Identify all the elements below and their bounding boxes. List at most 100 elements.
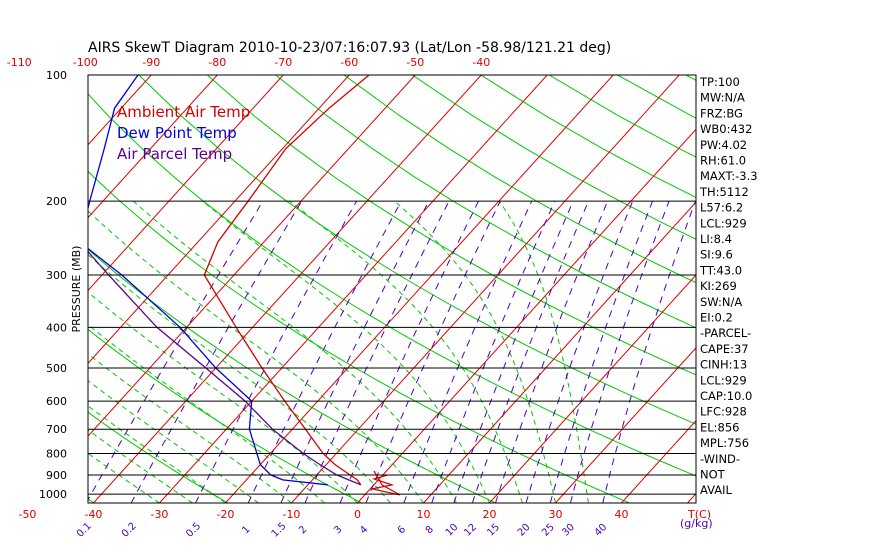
mixing-ratio-line: [130, 200, 303, 503]
bottom-temp-tick-label: -20: [216, 508, 234, 521]
stat-item: PW:4.02: [700, 138, 747, 152]
pressure-tick-label: 200: [46, 195, 67, 208]
top-temp-tick-label: -60: [340, 56, 358, 69]
stat-item: LFC:928: [700, 405, 747, 419]
mixing-ratio-tick-label: 25: [540, 522, 557, 539]
dry-adiabat-line: [275, 75, 696, 329]
isotherm-line: [225, 75, 614, 503]
mixing-ratio-line: [431, 200, 556, 503]
moist-adiabat-line: [88, 291, 358, 503]
stat-item: EL:856: [700, 420, 740, 434]
stat-item: TT:43.0: [699, 263, 742, 277]
mixing-ratio-line: [549, 201, 653, 503]
stat-item: AVAIL: [700, 483, 733, 497]
stat-item: LI:8.4: [700, 232, 732, 246]
isotherm-line: [93, 75, 482, 503]
wind-barb: [371, 470, 401, 496]
pressure-tick-label: 600: [46, 395, 67, 408]
top-temp-tick-label: -50: [406, 56, 424, 69]
top-temp-tick-label: -100: [73, 56, 98, 69]
moist-adiabat-line: [88, 405, 226, 503]
stat-item: RH:61.0: [700, 154, 746, 168]
stat-item: MPL:756: [700, 436, 749, 450]
temp-unit-label: T(C): [687, 508, 711, 521]
moist-adiabat-line: [88, 452, 160, 503]
mixing-ratio-tick-label: 6: [396, 524, 408, 536]
top-temp-tick-label: -110: [7, 56, 32, 69]
mixing-ratio-tick-label: 4: [358, 524, 370, 536]
legend-item-3: Air Parcel Temp: [117, 145, 232, 163]
bottom-temp-tick-label: 10: [416, 508, 430, 521]
chart-title: AIRS SkewT Diagram 2010-10-23/07:16:07.9…: [88, 40, 611, 56]
moist-adiabat-line: [88, 254, 391, 503]
dry-adiabat-line: [88, 248, 496, 503]
stat-item: WB0:432: [700, 122, 752, 136]
legend-item-1: Ambient Air Temp: [117, 103, 250, 121]
pressure-tick-label: 1000: [39, 488, 67, 501]
bottom-temp-tick-label: 0: [354, 508, 361, 521]
mixing-ratio-line: [88, 200, 264, 501]
isotherm-line: [88, 75, 416, 437]
isotherm-line: [621, 419, 696, 503]
stat-item: TH:5112: [699, 185, 749, 199]
top-temp-tick-label: -90: [142, 56, 160, 69]
top-temp-tick-label: -80: [208, 56, 226, 69]
mixing-ratio-tick-label: 1.5: [270, 521, 289, 540]
isotherm-line: [88, 75, 284, 292]
pressure-tick-label: 700: [46, 423, 67, 436]
stat-item: FRZ:BG: [700, 106, 743, 120]
moist-adiabat-line: [88, 353, 292, 503]
isotherm-line: [489, 274, 696, 503]
stat-item: L57:6.2: [700, 201, 743, 215]
stat-item: CAP:10.0: [700, 389, 752, 403]
stat-item: CINH:13: [700, 358, 747, 372]
mixing-ratio-tick-label: 8: [424, 524, 436, 536]
mixing-ratio-tick-label: 40: [593, 522, 610, 539]
mixing-ratio-line: [304, 200, 450, 503]
stat-item: SI:9.6: [700, 248, 733, 262]
stat-item: -WIND-: [700, 452, 740, 466]
legend: Ambient Air Temp Dew Point Temp Air Parcel…: [117, 103, 250, 163]
isotherm-line: [159, 75, 548, 503]
bottom-temp-tick-label: 20: [482, 508, 496, 521]
top-temp-tick-label: -70: [274, 56, 292, 69]
stat-item: TP:100: [699, 75, 740, 89]
legend-item-2: Dew Point Temp: [117, 124, 237, 142]
stat-item: MAXT:-3.3: [700, 169, 758, 183]
stability-stats: TP:100MW:N/AFRZ:BGWB0:432PW:4.02RH:61.0M…: [699, 75, 758, 497]
moist-adiabat-line: [498, 200, 589, 503]
top-temp-tick-label: -40: [472, 56, 490, 69]
mixing-ratio-tick-label: 0.2: [120, 521, 139, 540]
mixing-ratio-line: [602, 201, 696, 503]
mixing-ratio-line: [569, 201, 670, 503]
stat-item: CAPE:37: [700, 342, 749, 356]
stat-item: -PARCEL-: [700, 326, 751, 340]
y-axis-label: PRESSURE (MB): [70, 246, 83, 333]
dry-adiabat-line: [206, 75, 696, 376]
stat-item: SW:N/A: [700, 295, 742, 309]
mixing-ratio-unit-label: (g/kg): [680, 517, 713, 530]
moist-adiabat-line: [202, 200, 490, 503]
moist-adiabat-line: [133, 200, 457, 503]
moist-adiabat-line: [88, 210, 424, 503]
dry-adiabat-line: [88, 411, 229, 503]
mixing-ratio-tick-label: 12: [462, 522, 479, 539]
stat-item: NOT: [700, 468, 726, 482]
moist-adiabat-line: [88, 380, 259, 503]
stat-item: LCL:929: [700, 216, 747, 230]
moist-adiabat-line: [394, 200, 556, 503]
bottom-temp-tick-label: -40: [84, 508, 102, 521]
mixing-ratio-line: [247, 200, 402, 503]
isotherm-line: [291, 75, 680, 503]
bottom-temp-tick-label: 40: [614, 508, 628, 521]
mixing-ratio-tick-label: 0.5: [184, 521, 203, 540]
isotherm-line: [423, 201, 696, 503]
dry-adiabat-line: [823, 75, 870, 503]
pressure-tick-label: 500: [46, 362, 67, 375]
isotherm-line: [0, 75, 19, 503]
mixing-ratio-tick-label: 30: [560, 522, 577, 539]
mixing-ratio-line: [471, 201, 589, 503]
stat-item: KI:269: [700, 279, 737, 293]
dry-adiabat-line: [88, 328, 362, 503]
